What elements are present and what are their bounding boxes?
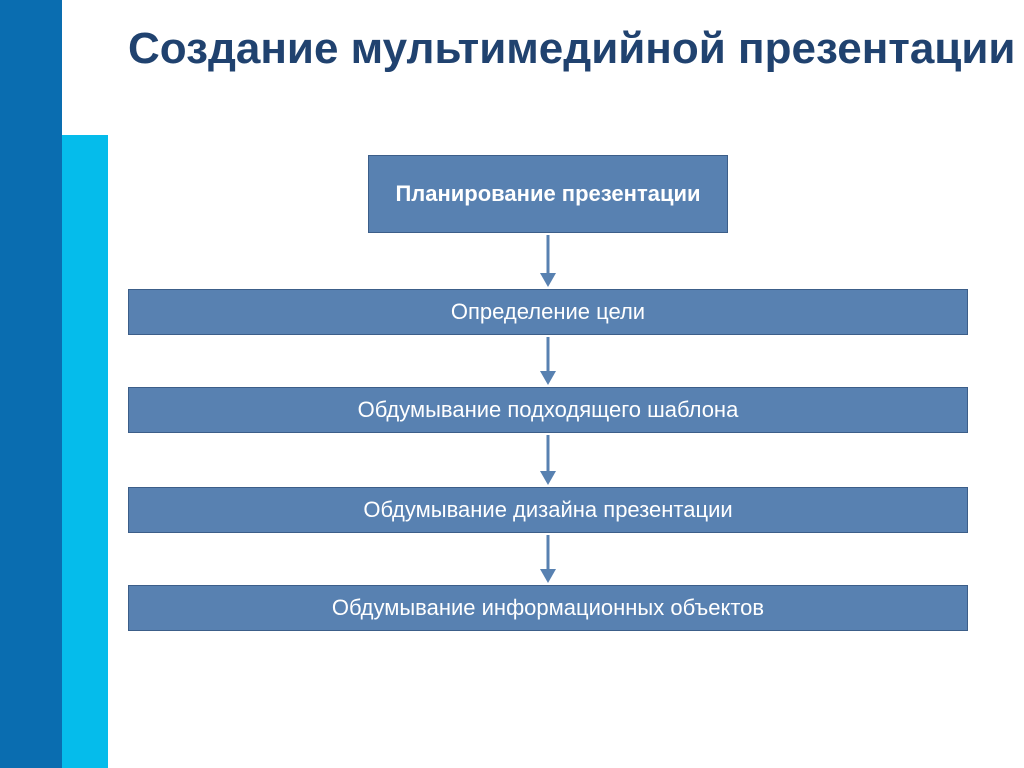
arrow-down-icon <box>537 435 559 485</box>
arrow-down-icon <box>537 235 559 287</box>
flow-arrow <box>128 533 968 585</box>
flow-arrow <box>128 335 968 387</box>
flowchart: Планирование презентации Определение цел… <box>128 155 968 631</box>
sidebar-light-stripe <box>62 135 108 768</box>
flow-step-box: Обдумывание подходящего шаблона <box>128 387 968 433</box>
page-title: Создание мультимедийной презентации <box>128 24 1015 75</box>
flow-step-box: Обдумывание дизайна презентации <box>128 487 968 533</box>
arrow-down-icon <box>537 337 559 385</box>
flow-step-box: Определение цели <box>128 289 968 335</box>
flow-top-box: Планирование презентации <box>368 155 728 233</box>
arrow-down-icon <box>537 535 559 583</box>
flow-step-box: Обдумывание информационных объектов <box>128 585 968 631</box>
sidebar-dark-stripe <box>0 0 62 768</box>
flow-arrow <box>128 233 968 289</box>
flow-arrow <box>128 433 968 487</box>
